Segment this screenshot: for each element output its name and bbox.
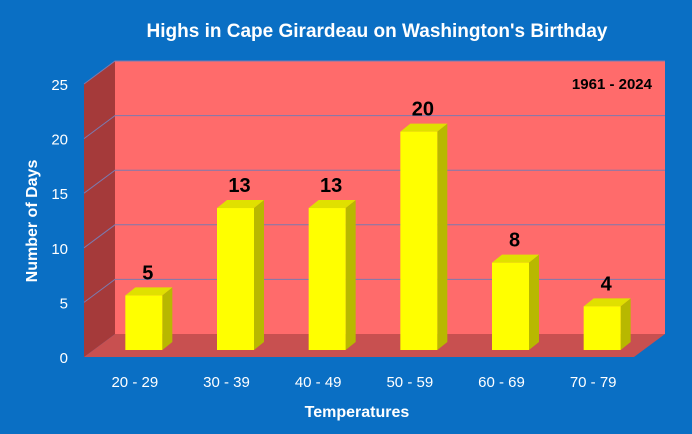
bar-value-label: 8 (509, 230, 520, 252)
x-tick-label: 40 - 49 (295, 374, 342, 391)
x-tick-label: 50 - 59 (386, 374, 433, 391)
bar-side (345, 200, 356, 350)
x-axis-ticks: 20 - 29 30 - 39 40 - 49 50 - 59 60 - 69 70 - … (111, 374, 616, 391)
y-tick-label: 0 (60, 350, 68, 367)
bar-top (217, 200, 264, 209)
bar-side (437, 123, 448, 350)
y-tick-label: 25 (51, 77, 68, 94)
year-range-annotation: 1961 - 2024 (572, 76, 653, 93)
bar-side (254, 200, 264, 350)
y-tick-label: 15 (51, 186, 68, 203)
x-axis-label: Temperatures (305, 404, 410, 421)
bar-side (162, 287, 173, 350)
y-tick-label: 5 (60, 295, 68, 312)
y-tick-label: 10 (51, 241, 68, 258)
bar-top (308, 200, 356, 209)
gridlines (83, 60, 665, 303)
x-tick-label: 60 - 69 (478, 374, 525, 391)
chart-title: Highs in Cape Girardeau on Washington's … (147, 21, 608, 42)
y-axis-ticks: 0 5 10 15 20 25 (51, 77, 68, 367)
bar-top (583, 298, 631, 307)
gridline (83, 115, 665, 140)
bar-value-label: 20 (412, 99, 434, 121)
y-tick-label: 20 (51, 132, 68, 149)
bars: 5 13 13 20 8 4 (125, 99, 631, 350)
gridline (83, 169, 665, 194)
x-tick-label: 30 - 39 (203, 374, 250, 391)
bar-side (529, 254, 539, 350)
bar (583, 306, 621, 350)
side-wall (84, 61, 115, 357)
bar-top (400, 123, 448, 132)
bar-value-label: 4 (601, 273, 613, 295)
back-wall (115, 61, 665, 334)
y-axis-label: Number of Days (24, 160, 41, 283)
gridline (83, 278, 665, 303)
bar (492, 262, 529, 350)
bar (217, 208, 254, 350)
gridline (83, 224, 665, 249)
bar (125, 295, 163, 350)
gridline (83, 60, 665, 85)
bar (308, 208, 346, 350)
bar-top (492, 254, 539, 263)
bar (400, 131, 438, 350)
bar-value-label: 5 (142, 262, 153, 284)
bar-top (125, 287, 173, 296)
x-tick-label: 20 - 29 (111, 374, 158, 391)
bar-value-label: 13 (228, 175, 250, 197)
bar-value-label: 13 (320, 175, 342, 197)
x-tick-label: 70 - 79 (570, 374, 617, 391)
bar-side (620, 298, 631, 350)
